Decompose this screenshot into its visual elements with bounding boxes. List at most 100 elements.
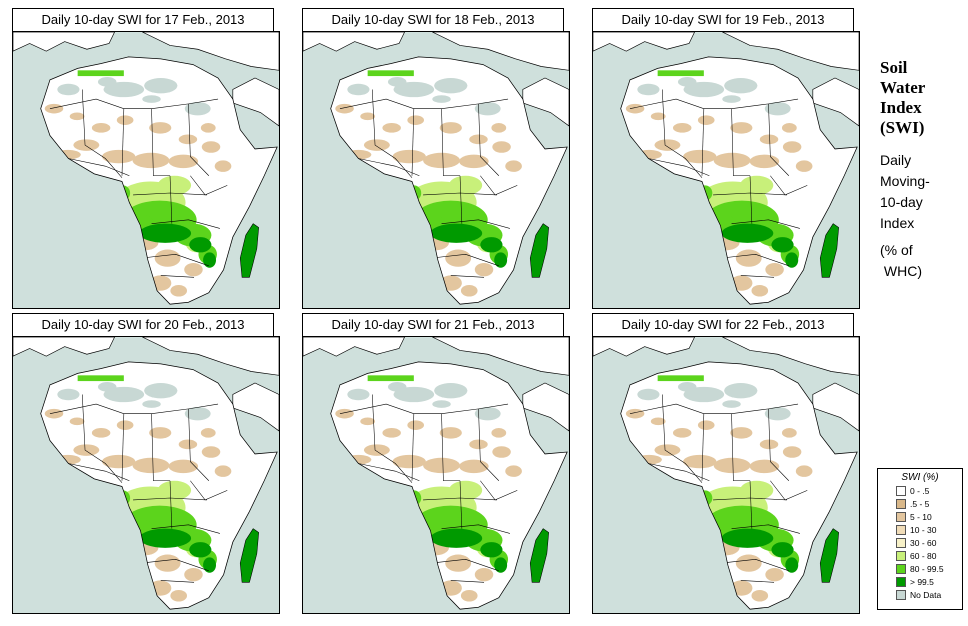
dry-soil-area <box>69 112 85 121</box>
dry-soil-area <box>713 457 751 474</box>
dry-soil-area <box>91 123 111 133</box>
dry-soil-area <box>423 457 461 474</box>
dry-soil-area <box>170 590 188 602</box>
country-border <box>133 192 207 196</box>
legend-item: 80 - 99.5 <box>878 563 962 576</box>
no-data-area <box>103 386 145 403</box>
no-data-area <box>683 386 725 403</box>
wet-soil-area <box>367 70 414 77</box>
country-border <box>768 103 790 176</box>
country-border <box>480 175 518 196</box>
no-data-area <box>103 81 145 98</box>
dry-soil-area <box>214 160 232 172</box>
no-data-area <box>474 406 501 421</box>
dry-soil-area <box>200 428 216 438</box>
africa-landmass <box>330 361 568 610</box>
country-border <box>121 413 125 481</box>
dry-soil-area <box>492 141 511 153</box>
no-data-area <box>677 77 697 87</box>
side-unit-line: (% of <box>880 242 913 258</box>
side-subtitle-line: Moving- <box>880 173 930 189</box>
legend-item: 60 - 80 <box>878 550 962 563</box>
africa-landmass <box>620 56 858 305</box>
country-border <box>411 413 415 481</box>
arabia-landmass <box>522 77 569 127</box>
dry-soil-area <box>491 428 507 438</box>
country-border <box>629 403 799 414</box>
dry-soil-area <box>460 285 478 297</box>
dry-soil-area <box>214 465 232 477</box>
country-border <box>770 480 808 501</box>
saturated-soil-area <box>771 237 794 253</box>
moist-soil-area <box>448 175 483 195</box>
country-border <box>151 108 171 177</box>
legend: SWI (%) 0 - .5 .5 - 5 5 - 10 10 - 30 30 - 60… <box>877 468 963 610</box>
dry-soil-area <box>44 408 64 419</box>
wet-soil-area <box>367 375 414 382</box>
country-border <box>188 408 210 481</box>
legend-item: 30 - 60 <box>878 537 962 550</box>
country-border <box>430 559 499 572</box>
dry-soil-area <box>782 141 802 153</box>
no-data-area <box>637 83 660 96</box>
country-border <box>68 158 130 177</box>
dry-soil-area <box>459 154 489 169</box>
saturated-soil-area <box>480 237 503 253</box>
map-africa <box>592 31 860 309</box>
country-border <box>441 413 461 482</box>
madagascar <box>819 223 839 278</box>
dry-soil-area <box>654 139 681 151</box>
arabia-landmass <box>232 77 279 127</box>
wet-soil-area <box>657 375 704 382</box>
map-africa <box>12 31 280 309</box>
panel-title: Daily 10-day SWI for 17 Feb., 2013 <box>12 8 274 32</box>
country-border <box>423 192 497 196</box>
country-border <box>661 89 703 178</box>
dry-soil-area <box>492 446 511 458</box>
country-border <box>441 219 510 229</box>
country-border <box>190 175 228 196</box>
panel-title: Daily 10-day SWI for 20 Feb., 2013 <box>12 313 274 337</box>
madagascar <box>529 528 549 583</box>
dry-soil-area <box>765 567 784 582</box>
saturated-soil-area <box>785 557 799 573</box>
dry-soil-area <box>697 420 715 430</box>
dry-soil-area <box>363 444 390 456</box>
europe-landmass <box>593 337 859 376</box>
country-border <box>731 219 800 229</box>
dry-soil-area <box>184 262 203 277</box>
africa-landmass <box>40 56 278 305</box>
no-data-area <box>387 382 407 392</box>
side-subtitle: Daily Moving- 10-day Index <box>880 150 966 234</box>
dry-soil-area <box>459 459 489 474</box>
no-data-area <box>683 81 725 98</box>
country-border <box>731 108 751 177</box>
no-data-area <box>393 81 435 98</box>
wet-soil-area <box>77 70 124 77</box>
dry-soil-area <box>683 454 717 469</box>
country-border <box>701 413 705 481</box>
country-border <box>740 580 775 583</box>
no-data-area <box>722 95 741 103</box>
saturated-soil-area <box>203 252 217 268</box>
country-border <box>713 192 787 196</box>
dry-soil-area <box>154 554 181 572</box>
country-border <box>450 580 485 583</box>
country-border <box>358 158 420 177</box>
country-border <box>720 254 789 267</box>
country-border <box>358 463 420 482</box>
legend-swatch <box>896 486 906 496</box>
legend-label: 5 - 10 <box>910 512 932 522</box>
legend-label: > 99.5 <box>910 577 934 587</box>
country-border <box>430 254 499 267</box>
country-border <box>459 480 463 529</box>
madagascar <box>529 223 549 278</box>
saturated-soil-area <box>494 557 508 573</box>
legend-label: 10 - 30 <box>910 525 937 535</box>
dry-soil-area <box>382 123 401 133</box>
side-subtitle-line: Index <box>880 215 915 231</box>
side-unit-line: WHC) <box>880 263 922 279</box>
africa-landmass <box>40 361 278 610</box>
panel-title: Daily 10-day SWI for 19 Feb., 2013 <box>592 8 854 32</box>
map-africa <box>302 31 570 309</box>
